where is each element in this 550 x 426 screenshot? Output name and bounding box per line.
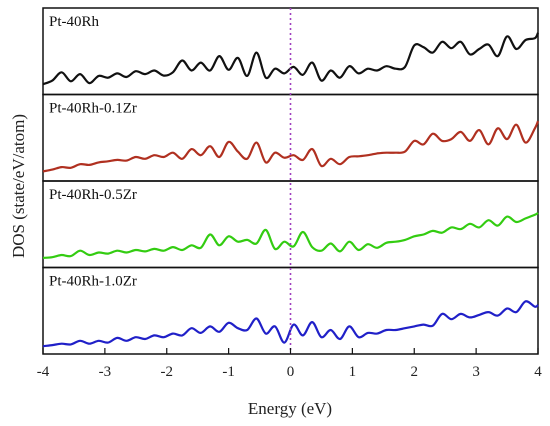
- panel-label: Pt-40Rh: [49, 14, 100, 30]
- x-tick-label: 3: [472, 364, 480, 380]
- panel-label: Pt-40Rh-1.0Zr: [49, 274, 137, 290]
- series-line-3: [42, 212, 539, 259]
- series-line-2: [42, 120, 540, 173]
- x-axis-title: Energy (eV): [248, 399, 332, 418]
- x-tick-label: -1: [222, 364, 235, 380]
- series-line-1: [42, 32, 540, 86]
- y-axis-title: DOS (state/eV/atom): [9, 114, 28, 258]
- x-tick-label: 0: [287, 364, 295, 380]
- panel-label: Pt-40Rh-0.1Zr: [49, 101, 137, 117]
- panel-label: Pt-40Rh-0.5Zr: [49, 187, 137, 203]
- panel-4: Pt-40Rh-1.0Zr: [42, 266, 539, 355]
- panel-1: Pt-40Rh: [42, 7, 540, 96]
- x-tick-label: -2: [161, 364, 174, 380]
- panel-frame: [42, 7, 539, 96]
- x-tick-label: 4: [534, 364, 542, 380]
- x-tick-label: -4: [37, 364, 50, 380]
- x-tick-label: 1: [349, 364, 357, 380]
- x-tick-label: 2: [411, 364, 419, 380]
- x-axis-ticks: -4 -3 -2 -1 0 1 2 3 4: [37, 348, 542, 380]
- x-tick-label: -3: [99, 364, 112, 380]
- panels-layer: Pt-40Rh Pt-40Rh-0.1Zr Pt-40Rh-0.5Zr Pt-40Rh…: [42, 7, 540, 355]
- panel-3: Pt-40Rh-0.5Zr: [42, 180, 539, 269]
- series-line-4: [42, 300, 539, 348]
